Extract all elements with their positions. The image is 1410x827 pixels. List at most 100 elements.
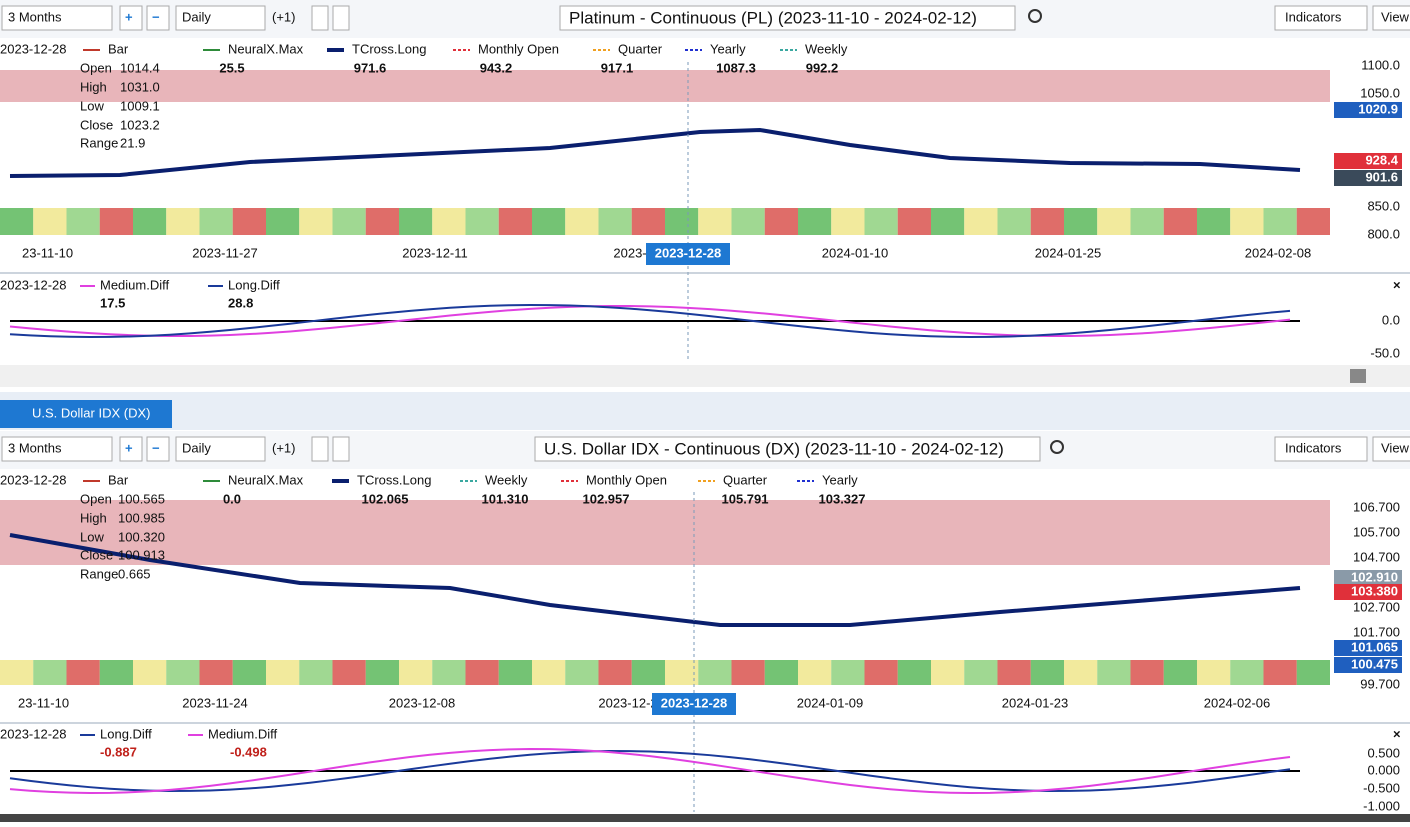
legend-value: 992.2 (806, 60, 839, 75)
minus-icon[interactable]: − (152, 9, 160, 24)
tab-label: U.S. Dollar IDX (DX) (32, 405, 150, 420)
signal-strip (66, 208, 100, 235)
scroll-thumb[interactable] (1350, 369, 1366, 383)
signal-strip (1064, 660, 1098, 685)
signal-strip (997, 208, 1031, 235)
plus-icon[interactable]: + (125, 9, 133, 24)
legend-name: Long.Diff (100, 726, 152, 741)
signal-strip (731, 208, 765, 235)
price-tag (1334, 640, 1402, 656)
close-button[interactable]: × (1393, 726, 1401, 741)
legend-name: Medium.Diff (208, 726, 278, 741)
minus-icon[interactable]: − (152, 440, 160, 455)
indicators-button[interactable] (1274, 436, 1368, 462)
legend-name: Yearly (822, 472, 858, 487)
legend-name: Long.Diff (228, 277, 280, 292)
x-tick-label: 2024-01-25 (1035, 245, 1102, 260)
signal-strip (1130, 660, 1164, 685)
x-tick-label: 2024-01-10 (822, 245, 889, 260)
legend-name: Monthly Open (586, 472, 667, 487)
title-box[interactable] (534, 436, 1041, 462)
legend-date: 2023-12-28 (0, 472, 67, 487)
plus-icon[interactable]: + (125, 440, 133, 455)
view-button[interactable] (1372, 5, 1410, 31)
price-tag-label: 102.910 (1351, 569, 1398, 584)
tab[interactable] (0, 400, 172, 428)
signal-strip (166, 208, 200, 235)
legend-value: 1087.3 (716, 60, 756, 75)
title-box[interactable] (559, 5, 1016, 31)
x-tick-label: 2023-11-24 (182, 695, 248, 710)
signal-strip (831, 208, 865, 235)
zoom-out-button[interactable] (146, 436, 170, 462)
price-tag-label: 100.475 (1351, 656, 1398, 671)
legend-value: 101.310 (482, 491, 529, 506)
x-tick-label: 2024-01-23 (1002, 695, 1069, 710)
bottom-bar (0, 814, 1410, 822)
ohlc-value: 21.9 (120, 135, 145, 150)
signal-strip (399, 208, 433, 235)
signal-strip (931, 208, 965, 235)
signal-strip (1064, 208, 1098, 235)
scrollbar[interactable] (0, 365, 1410, 387)
search-icon[interactable] (1028, 9, 1042, 23)
signal-strip (1230, 208, 1264, 235)
cursor-date-tag (652, 693, 736, 715)
legend-date: 2023-12-28 (0, 41, 67, 56)
signal-strip (1097, 208, 1131, 235)
period-dropdown[interactable] (1, 5, 113, 31)
zoom-in-button[interactable] (119, 5, 143, 31)
legend-value: 28.8 (228, 295, 253, 310)
signal-strip (698, 208, 732, 235)
legend-name: NeuralX.Max (228, 41, 304, 56)
price-tag (1334, 102, 1402, 118)
signal-strip (897, 660, 931, 685)
signal-strip (1030, 208, 1064, 235)
signal-strip (565, 660, 599, 685)
close-button[interactable]: × (1393, 277, 1401, 292)
offset: (+1) (272, 9, 295, 24)
legend-value: 102.957 (583, 491, 630, 506)
indicators: Indicators (1285, 440, 1342, 455)
ohlc-value: 1031.0 (120, 79, 160, 94)
y-tick-label: 850.0 (1367, 198, 1400, 213)
remove-button[interactable] (332, 5, 350, 31)
signal-strip (432, 660, 466, 685)
signal-strip (631, 660, 665, 685)
view-button[interactable] (1372, 436, 1410, 462)
y-tick-label: 0.500 (1367, 745, 1400, 760)
y-tick-label: 0.0 (1382, 312, 1400, 327)
signal-strip (99, 660, 133, 685)
signal-strip (931, 660, 965, 685)
interval-dropdown[interactable] (175, 436, 266, 462)
signal-strip (532, 660, 566, 685)
offset: (+1) (272, 440, 295, 455)
interval-dropdown[interactable] (175, 5, 266, 31)
cursor-date-tag (646, 243, 730, 265)
signal-strip (199, 208, 233, 235)
signal-strip (332, 208, 366, 235)
signal-strip (332, 660, 366, 685)
add-button[interactable] (311, 5, 329, 31)
ohlc-label: Range (80, 566, 118, 581)
x-tick-label: 2023-11-27 (192, 245, 258, 260)
legend-value: 17.5 (100, 295, 125, 310)
zoom-in-button[interactable] (119, 436, 143, 462)
period-dropdown[interactable] (1, 436, 113, 462)
zoom-out-button[interactable] (146, 5, 170, 31)
signal-strip (133, 208, 167, 235)
x-tick-label: 2023-12-11 (402, 245, 468, 260)
signal-strip (266, 660, 300, 685)
signal-strip (631, 208, 665, 235)
tcross-line (9, 127, 1301, 178)
legend-name: Bar (108, 472, 129, 487)
signal-strip (997, 660, 1031, 685)
indicators-button[interactable] (1274, 5, 1368, 31)
search-icon[interactable] (1050, 440, 1064, 454)
signal-strip (1097, 660, 1131, 685)
add-button[interactable] (311, 436, 329, 462)
remove-button[interactable] (332, 436, 350, 462)
y-tick-label: 102.700 (1353, 599, 1400, 614)
signal-strip (33, 660, 67, 685)
signal-strip (532, 208, 566, 235)
